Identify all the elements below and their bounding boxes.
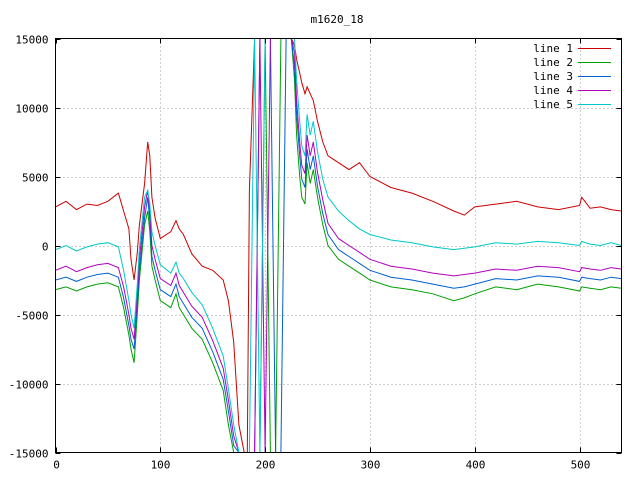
y-tick-label: 0 — [42, 241, 49, 254]
legend-label-5: line 5 — [533, 98, 573, 111]
x-tick-label: 400 — [466, 459, 486, 472]
legend-label-2: line 2 — [533, 56, 573, 69]
legend-label-1: line 1 — [533, 42, 573, 55]
y-tick-label: -5000 — [15, 310, 48, 323]
x-tick-label: 100 — [151, 459, 171, 472]
y-tick-label: -10000 — [9, 379, 49, 392]
series-line-1 — [55, 38, 622, 453]
series-line-4 — [55, 38, 622, 453]
x-tick-label: 300 — [361, 459, 381, 472]
series-line-5 — [55, 38, 622, 453]
y-tick-label: 10000 — [15, 103, 48, 116]
y-tick-label: 15000 — [15, 34, 48, 47]
x-tick-label: 500 — [571, 459, 591, 472]
y-tick-label: -15000 — [9, 448, 49, 461]
plot-frame — [55, 38, 622, 453]
plot-area — [55, 38, 622, 453]
axis-ticks: 0 100 200 300 400 500 -15000 -10000 -5000 0 5000 10… — [9, 34, 622, 472]
x-tick-label: 200 — [256, 459, 276, 472]
y-tick-label: 5000 — [22, 172, 49, 185]
series-line-3 — [55, 38, 622, 453]
legend-label-4: line 4 — [533, 84, 573, 97]
chart-title: m1620_18 — [311, 13, 364, 26]
x-tick-label: 0 — [53, 459, 60, 472]
legend-label-3: line 3 — [533, 70, 573, 83]
